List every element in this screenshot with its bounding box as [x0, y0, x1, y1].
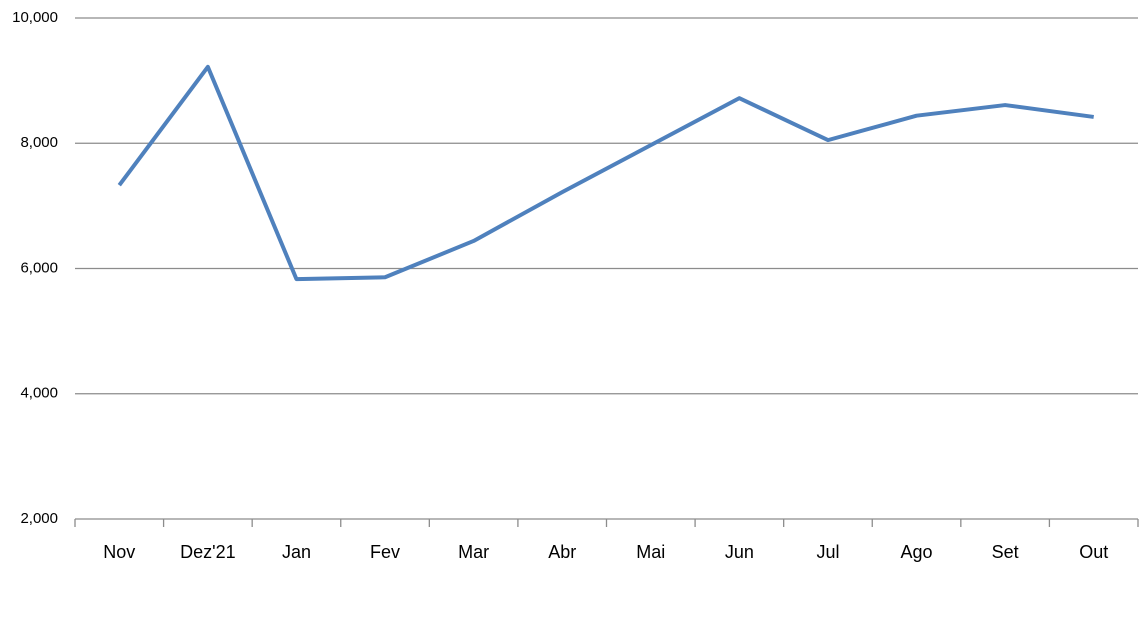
x-tick-label: Jul	[816, 542, 839, 562]
x-tick-label: Jan	[282, 542, 311, 562]
y-tick-label: 8,000	[20, 134, 58, 151]
x-tick-label: Out	[1079, 542, 1108, 562]
y-tick-label: 4,000	[20, 385, 58, 402]
y-tick-label: 6,000	[20, 259, 58, 276]
x-tick-label: Dez'21	[180, 542, 235, 562]
y-tick-label: 10,000	[12, 9, 58, 26]
x-tick-label: Set	[992, 542, 1019, 562]
x-tick-label: Ago	[901, 542, 933, 562]
x-tick-label: Nov	[103, 542, 135, 562]
y-tick-label: 2,000	[20, 510, 58, 527]
x-tick-label: Abr	[548, 542, 576, 562]
x-tick-label: Fev	[370, 542, 400, 562]
x-tick-label: Jun	[725, 542, 754, 562]
line-series	[117, 64, 1094, 282]
x-tick-label: Mar	[458, 542, 489, 562]
x-tick-label: Mai	[636, 542, 665, 562]
